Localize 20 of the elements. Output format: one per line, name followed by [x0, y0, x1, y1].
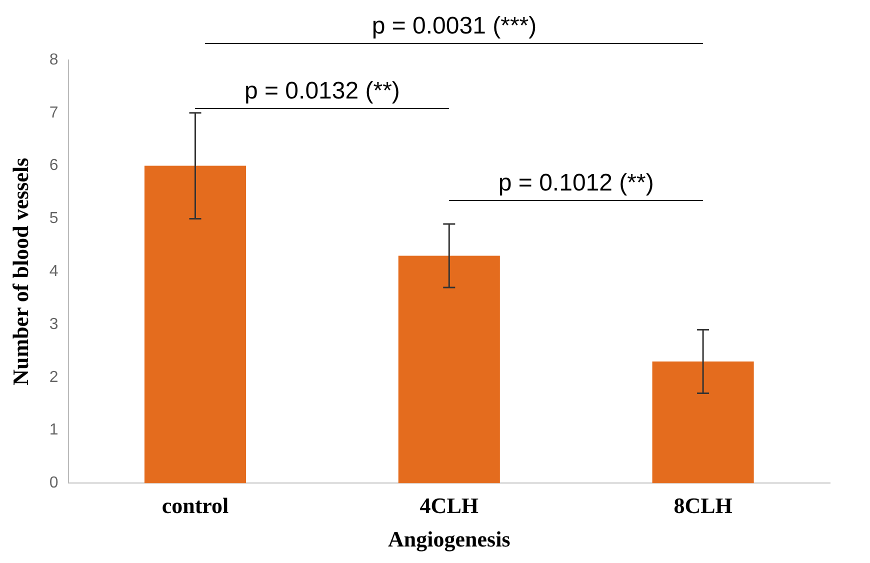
bar [398, 256, 500, 484]
y-axis-title: Number of blood vessels [8, 157, 33, 386]
y-tick-label: 0 [49, 474, 58, 492]
bar [144, 166, 246, 484]
text: p = 0.0031 (***) [372, 12, 537, 40]
x-tick-label: 8CLH [674, 493, 732, 518]
y-tick-label: 5 [49, 210, 58, 228]
x-tick-label: control [162, 493, 229, 518]
annotation: p = 0.1012 (**) [498, 170, 654, 197]
y-tick-label: 1 [49, 422, 58, 439]
y-tick-label: 6 [49, 157, 58, 174]
y-tick-label: 3 [49, 316, 58, 333]
y-tick-label: 2 [49, 368, 58, 386]
y-tick-label: 8 [49, 51, 58, 68]
y-tick-label: 7 [49, 104, 58, 122]
y-tick-label: 4 [49, 263, 58, 280]
annotation: p = 0.0132 (**) [244, 78, 400, 105]
bar [652, 362, 754, 484]
x-tick-label: 4CLH [420, 493, 478, 518]
x-axis-title: Angiogenesis [388, 526, 511, 552]
